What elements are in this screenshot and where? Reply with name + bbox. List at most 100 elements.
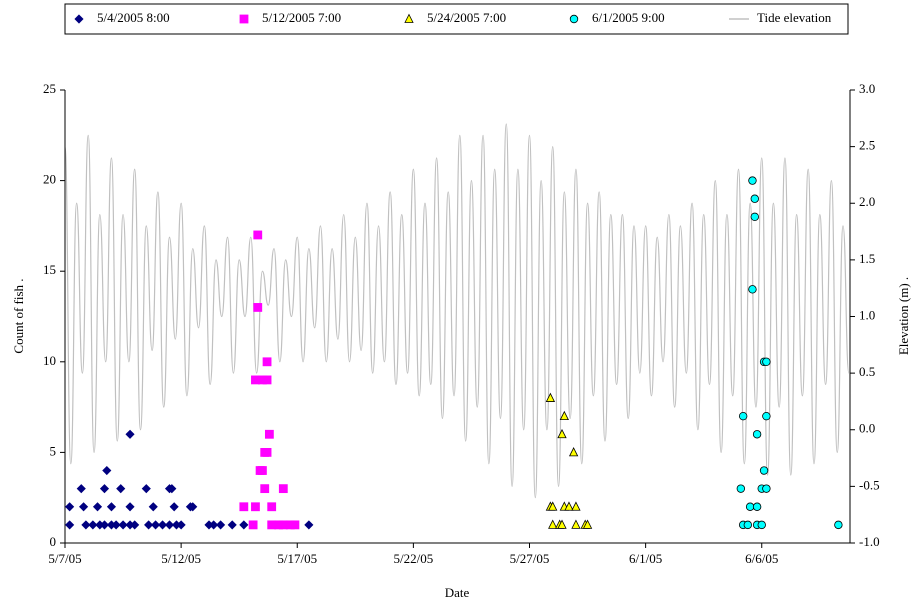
point [762,357,771,366]
point [304,520,314,530]
x-tick-label: 6/1/05 [629,551,662,566]
point [65,502,75,512]
point [752,430,762,439]
point [278,484,288,494]
point [564,501,574,511]
point [88,520,98,530]
point [216,520,226,530]
point [545,392,556,402]
legend-swatch [239,14,249,24]
tide-line [64,123,850,499]
point [757,520,766,530]
legend-swatch [569,14,579,24]
point [253,230,263,240]
y-tick-label: 0 [50,534,57,549]
point [157,520,168,530]
point [116,484,126,494]
x-tick-label: 6/6/05 [745,551,778,566]
point [290,520,300,530]
point [738,411,748,421]
point [582,519,593,529]
point [267,502,277,512]
point [748,285,757,294]
legend-swatch [404,13,414,23]
y2-tick-label: 1.5 [859,251,875,266]
point [130,520,140,530]
x-tick-label: 5/7/05 [48,551,81,566]
point [81,520,91,530]
point [251,502,260,512]
point [568,447,579,457]
point [106,502,117,512]
point [102,465,112,476]
y2-axis-title: Elevation (m) . [896,277,911,355]
legend-label: 5/4/2005 8:00 [97,10,170,25]
point [557,519,567,529]
y-tick-label: 20 [43,172,56,187]
y2-tick-label: 3.0 [859,81,875,96]
x-tick-label: 5/12/05 [161,551,201,566]
y2-tick-label: 0.5 [859,364,875,379]
point [169,502,179,512]
point [260,484,270,494]
point [253,303,263,312]
point [762,411,771,421]
y2-tick-label: 2.5 [859,138,875,153]
point [65,520,75,530]
point [209,520,219,530]
x-tick-label: 5/17/05 [277,551,317,566]
point [548,519,558,529]
point [752,502,762,511]
point [167,484,177,494]
point [76,484,86,494]
x-axis-title: Date [445,585,470,600]
point [188,502,198,512]
y2-tick-label: 0.0 [859,421,875,436]
point [559,410,569,421]
y-tick-label: 15 [43,262,56,277]
point [748,176,757,185]
point [262,447,272,457]
legend-label: 6/1/2005 9:00 [592,10,665,25]
point [92,502,103,512]
point [144,520,154,530]
point [125,429,135,439]
point [141,484,151,494]
legend-label: Tide elevation [757,10,832,25]
point [151,520,161,530]
point [762,484,771,493]
point [262,375,272,385]
point [118,520,128,530]
point [759,466,769,475]
y-tick-label: 25 [43,81,56,96]
y-tick-label: 10 [43,353,56,368]
point [743,520,753,530]
y2-tick-label: -0.5 [859,477,880,492]
point [834,520,843,530]
point [239,502,249,512]
y2-tick-label: -1.0 [859,534,880,549]
point [557,428,567,439]
point [258,466,267,475]
point [750,194,759,203]
point [571,501,581,511]
point [248,520,258,530]
y-axis-title: Count of fish . [11,278,26,353]
point [262,357,272,367]
point [548,501,558,511]
legend-label: 5/12/2005 7:00 [262,10,341,25]
x-tick-label: 5/27/05 [510,551,550,566]
point [125,502,135,512]
legend-box [64,3,849,35]
x-tick-label: 5/22/05 [394,551,434,566]
point [176,520,186,530]
point [239,520,249,530]
y2-tick-label: 2.0 [859,194,875,209]
point [736,484,746,493]
legend-label: 5/24/2005 7:00 [427,10,506,25]
point [164,520,175,530]
point [148,502,158,512]
point [79,502,89,512]
